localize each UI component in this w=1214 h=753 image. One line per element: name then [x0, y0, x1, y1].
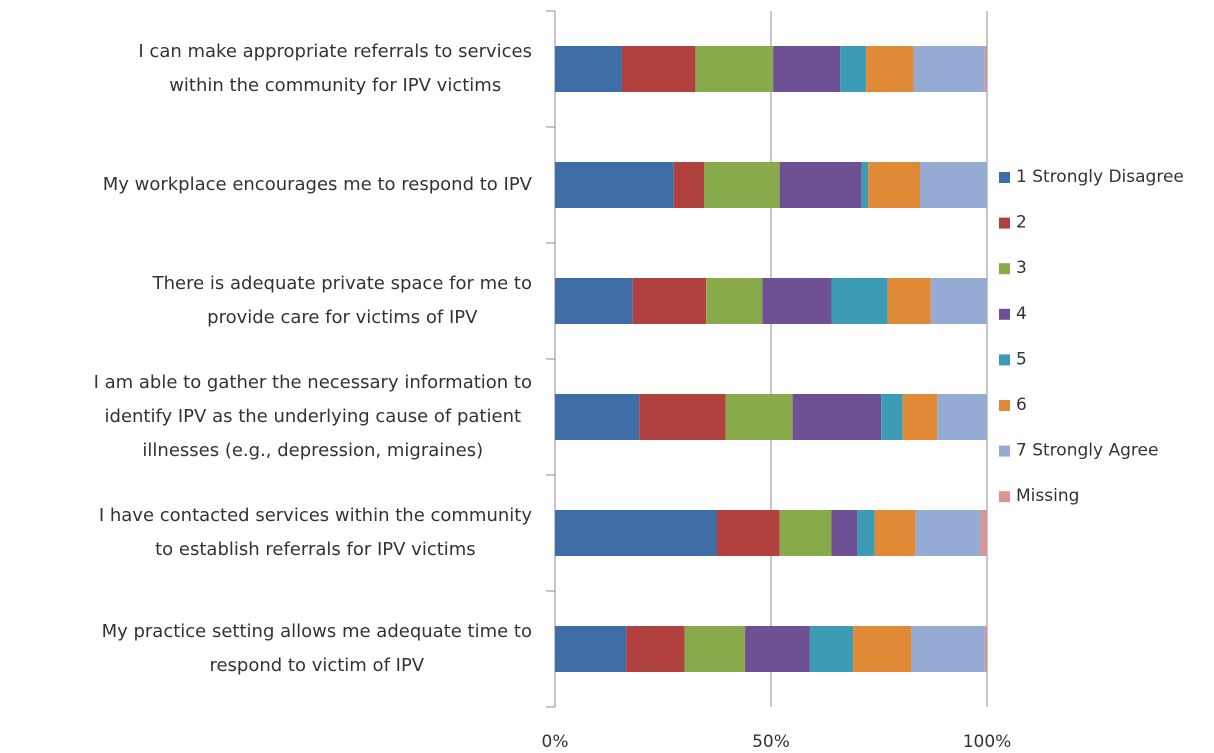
bar-segment [857, 510, 875, 556]
x-tick-label: 50% [752, 732, 790, 752]
legend-label: 6 [1016, 395, 1027, 415]
bar-segment [632, 278, 707, 324]
category-label-box: I am able to gather the necessary inform… [0, 366, 532, 468]
category-label-box: My practice setting allows me adequate t… [0, 615, 532, 683]
bar-segment [717, 510, 780, 556]
bar-segment [792, 394, 882, 440]
legend-swatch [999, 308, 1010, 320]
bar-segment [745, 626, 810, 672]
bar-segment [639, 394, 726, 440]
x-tick-label: 0% [542, 732, 569, 752]
bar-segment [555, 46, 622, 92]
bar-segment [779, 510, 832, 556]
bar-segment [937, 394, 987, 440]
legend-label: 4 [1016, 304, 1027, 324]
legend-swatch [999, 400, 1010, 411]
bar-segment [887, 278, 931, 324]
y-tick-label: There is adequate private space for me t… [152, 273, 532, 328]
bar-segment [779, 162, 862, 208]
bar-segment [980, 510, 987, 556]
bar-segment [984, 46, 987, 92]
legend-swatch [999, 263, 1010, 275]
y-tick-label: I am able to gather the necessary inform… [93, 372, 532, 461]
bar-segment [809, 626, 854, 672]
bar-segment [695, 46, 774, 92]
legend-swatch [999, 491, 1010, 503]
bar-segment [920, 162, 987, 208]
category-label-box: I can make appropriate referrals to serv… [0, 35, 532, 103]
bar-segment [861, 162, 869, 208]
legend-label: 3 [1016, 258, 1027, 278]
bar-segment [673, 162, 705, 208]
legend-label: 1 Strongly Disagree [1016, 167, 1184, 187]
legend-swatch [999, 354, 1010, 366]
bar-segment [866, 46, 914, 92]
bar-segment [831, 278, 888, 324]
bar-segment [913, 46, 985, 92]
bar-segment [773, 46, 841, 92]
bar-segment [930, 278, 987, 324]
bar-segment [762, 278, 832, 324]
legend-label: 2 [1016, 213, 1027, 233]
bar-segment [555, 626, 627, 672]
bar-segment [915, 510, 981, 556]
bar-segment [902, 394, 938, 440]
y-tick-label: I have contacted services within the com… [98, 505, 532, 560]
bar-segment [868, 162, 921, 208]
bar-segment [853, 626, 912, 672]
bar-segment [555, 162, 674, 208]
legend-swatch [999, 217, 1010, 229]
bar-segment [881, 394, 903, 440]
category-label-box: My workplace encourages me to respond to… [0, 168, 532, 202]
bar-segment [684, 626, 746, 672]
category-label-box: I have contacted services within the com… [0, 499, 532, 567]
bar-segment [984, 626, 987, 672]
y-tick-label: My practice setting allows me adequate t… [101, 621, 532, 676]
bar-segment [555, 278, 633, 324]
bar-segment [725, 394, 793, 440]
bar-segment [704, 162, 780, 208]
y-tick-label: My workplace encourages me to respond to… [102, 174, 532, 195]
bar-segment [874, 510, 916, 556]
legend-label: 7 Strongly Agree [1016, 441, 1158, 461]
bar-segment [706, 278, 763, 324]
category-label-box: There is adequate private space for me t… [0, 267, 532, 335]
y-tick-label: I can make appropriate referrals to serv… [138, 41, 532, 96]
bar-segment [555, 510, 717, 556]
x-tick-label: 100% [963, 732, 1012, 752]
legend-swatch [999, 445, 1010, 457]
bar-segment [831, 510, 858, 556]
bar-segment [555, 394, 640, 440]
bar-segment [840, 46, 867, 92]
bar-segment [911, 626, 985, 672]
legend-swatch [999, 172, 1010, 183]
legend-label: 5 [1016, 349, 1027, 369]
bar-segment [626, 626, 685, 672]
legend-label: Missing [1016, 486, 1079, 506]
bar-segment [621, 46, 696, 92]
